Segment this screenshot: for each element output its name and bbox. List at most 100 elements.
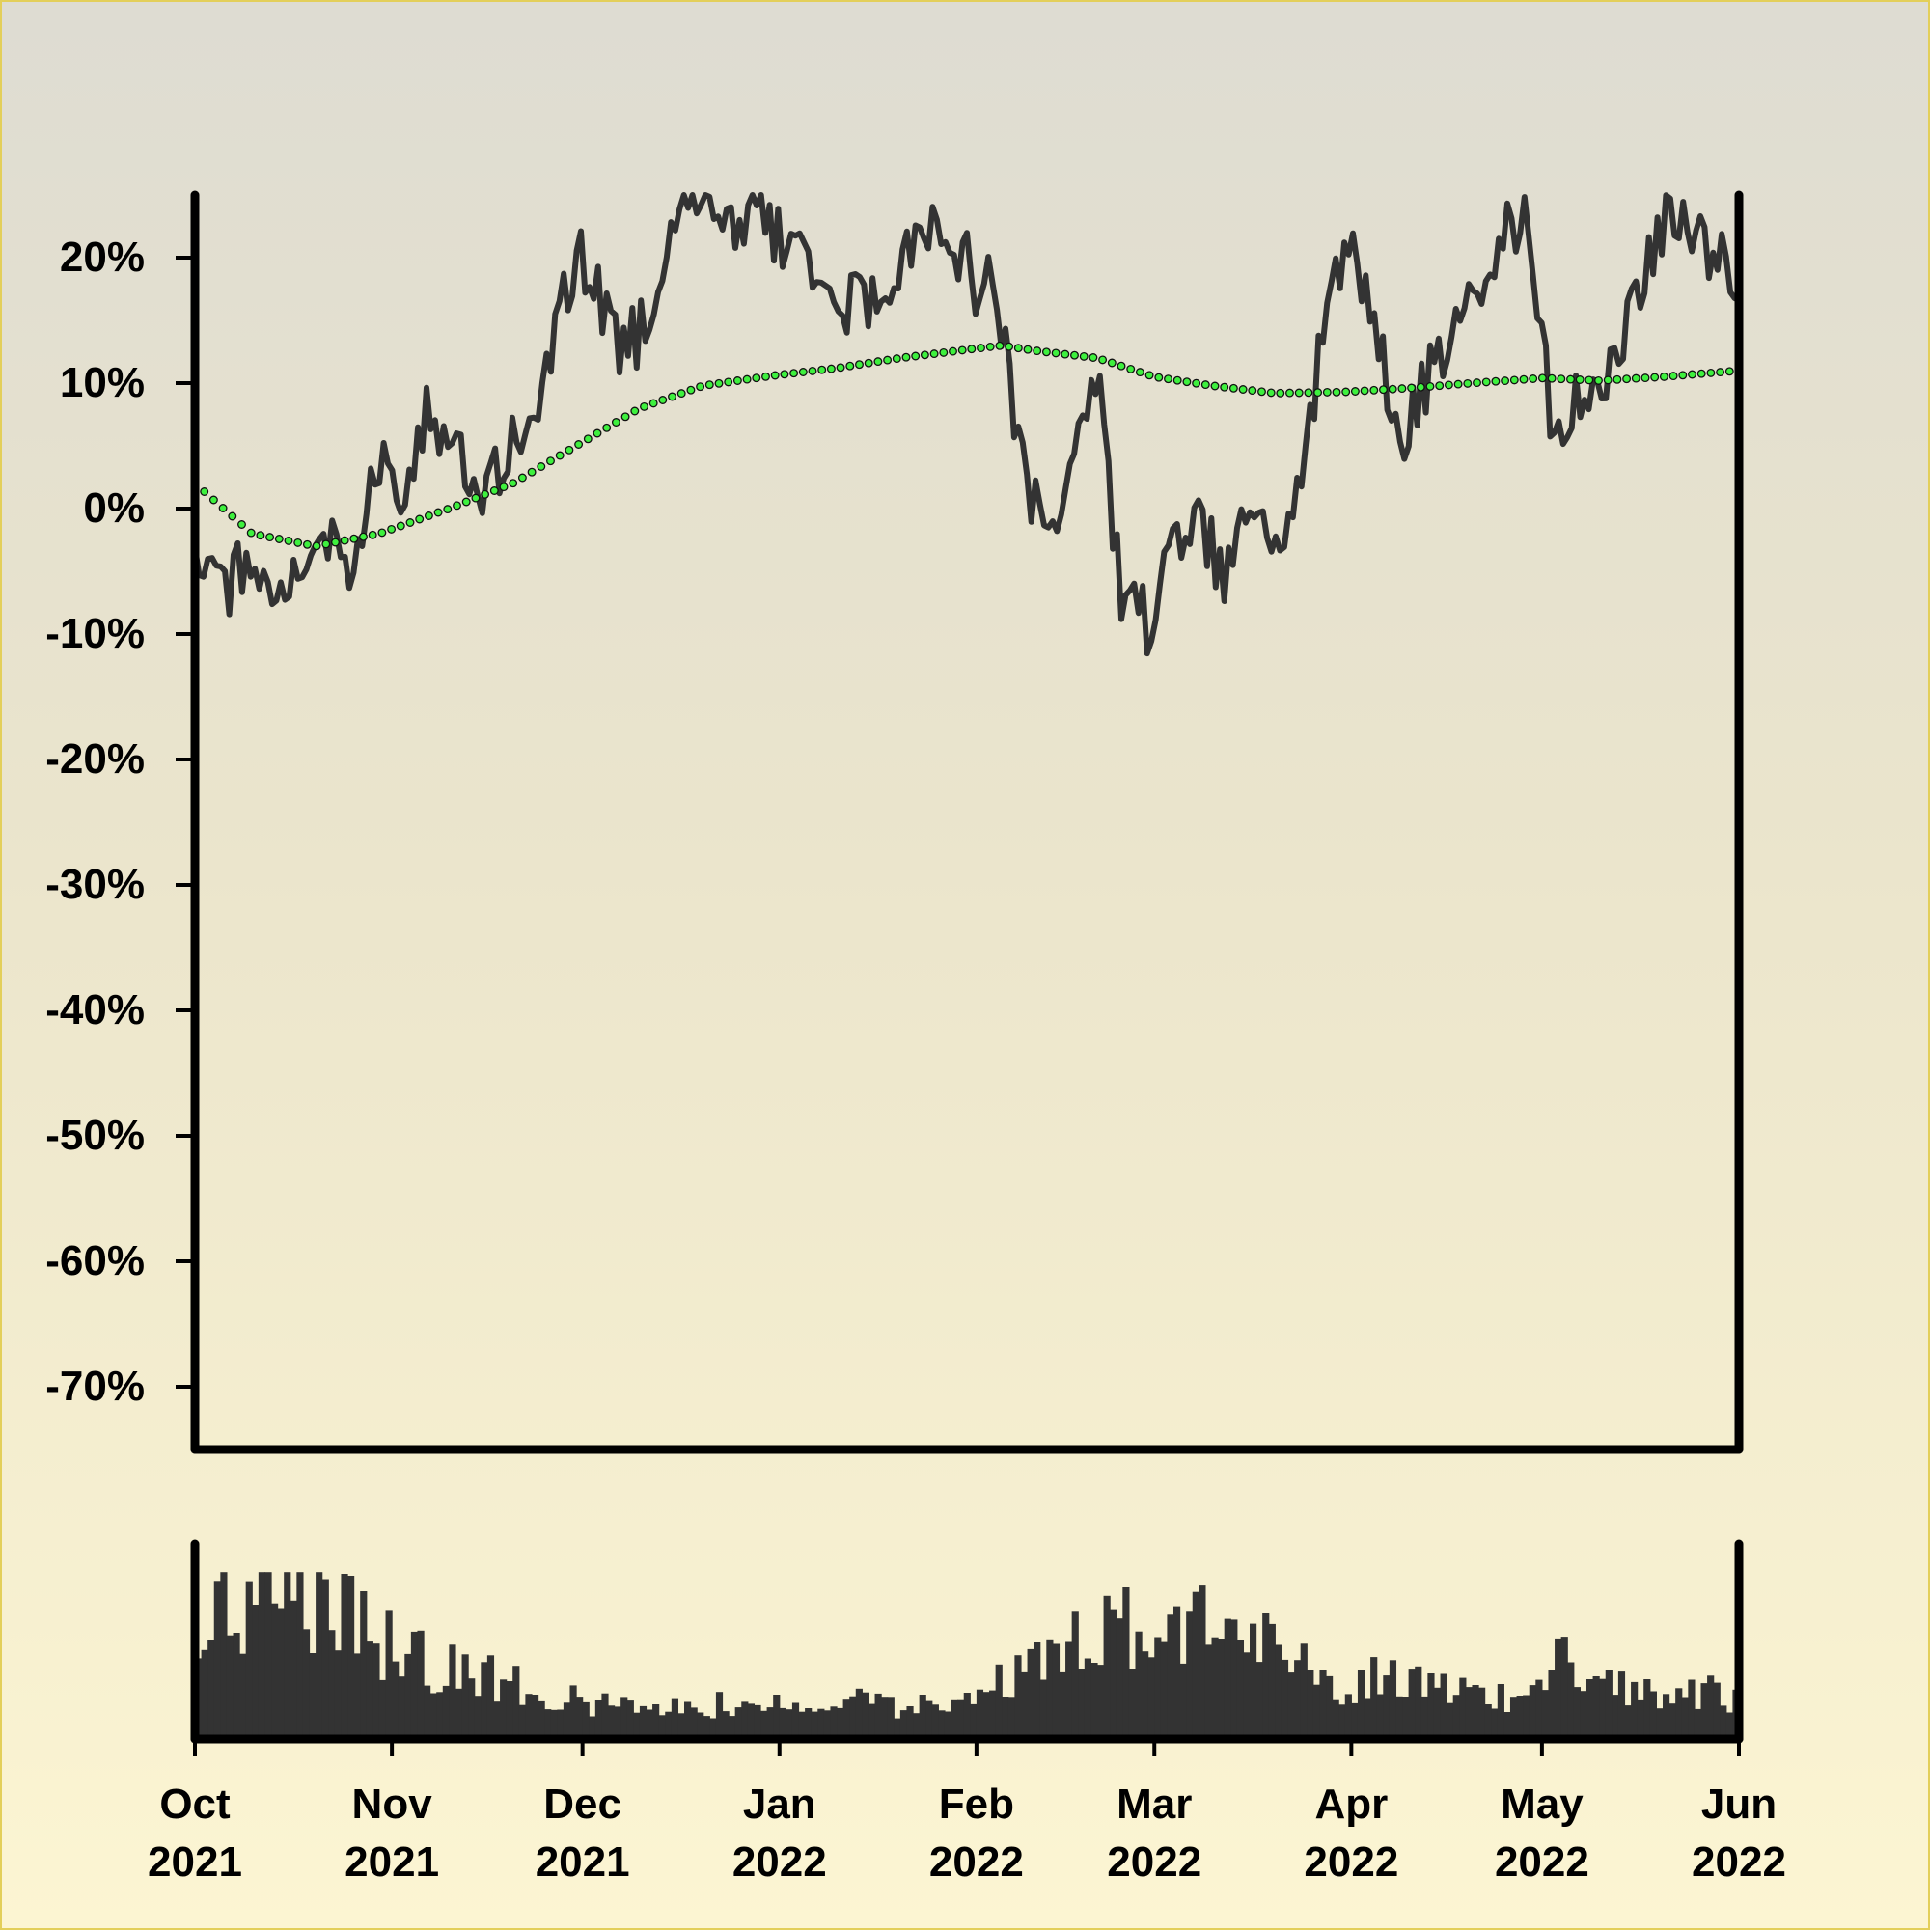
volume-bar <box>1681 1697 1689 1739</box>
volume-bar <box>1370 1657 1378 1739</box>
moving-average-point <box>1537 373 1547 383</box>
moving-average-point <box>368 530 377 539</box>
volume-bar <box>842 1699 850 1739</box>
volume-bar <box>1662 1694 1670 1739</box>
moving-average-point <box>696 382 705 392</box>
moving-average-point <box>1332 387 1341 397</box>
volume-bar <box>474 1696 482 1739</box>
volume-bar <box>1142 1651 1149 1739</box>
volume-bar <box>1555 1638 1562 1739</box>
volume-bar <box>1675 1688 1683 1739</box>
volume-bar <box>919 1695 926 1739</box>
moving-average-point <box>302 539 312 549</box>
y-tick-label: 10% <box>60 359 145 406</box>
volume-bar <box>862 1692 869 1739</box>
volume-bar <box>899 1710 908 1739</box>
volume-bar <box>512 1666 520 1739</box>
x-tick-label-month: Mar <box>1117 1780 1192 1828</box>
volume-bar <box>620 1697 628 1739</box>
volume-bar <box>1103 1595 1111 1739</box>
moving-average-point <box>1706 368 1716 377</box>
volume-bar <box>1262 1613 1270 1739</box>
volume-bar <box>1707 1675 1715 1739</box>
moving-average-point <box>985 342 995 351</box>
moving-average-point <box>1126 364 1136 373</box>
moving-average-point <box>1172 375 1182 385</box>
volume-bar <box>1167 1614 1174 1739</box>
volume-bar <box>1548 1670 1556 1739</box>
moving-average-point <box>1416 382 1425 392</box>
volume-bar <box>1720 1705 1727 1739</box>
moving-average-point <box>780 370 789 379</box>
volume-bar <box>817 1708 825 1739</box>
volume-bar <box>1383 1675 1391 1739</box>
volume-bar <box>773 1695 781 1739</box>
moving-average-point <box>1210 381 1220 391</box>
volume-bar <box>1427 1673 1435 1739</box>
volume-bar <box>1294 1660 1302 1739</box>
x-tick-label-year: 2022 <box>1107 1838 1201 1886</box>
moving-average-point <box>1463 378 1473 388</box>
volume-bar <box>1395 1696 1403 1739</box>
volume-bar <box>1605 1670 1613 1739</box>
moving-average-point <box>415 514 425 524</box>
volume-bar <box>601 1693 609 1739</box>
volume-bar <box>347 1576 355 1739</box>
moving-average-point <box>546 456 555 466</box>
volume-bar <box>284 1572 291 1739</box>
volume-bar <box>658 1715 666 1739</box>
moving-average-point <box>1716 368 1725 377</box>
moving-average-point <box>527 467 537 477</box>
volume-bar <box>417 1630 425 1739</box>
volume-bar <box>1580 1691 1587 1739</box>
volume-bar <box>1230 1619 1238 1739</box>
moving-average-point <box>1594 375 1603 385</box>
moving-average-point <box>1164 374 1172 384</box>
volume-bar <box>1523 1695 1530 1739</box>
volume-bar <box>1071 1611 1079 1739</box>
x-tick-label-month: May <box>1501 1780 1584 1828</box>
volume-bar <box>1236 1640 1245 1739</box>
volume-bar <box>1084 1658 1091 1739</box>
volume-bar <box>207 1640 215 1739</box>
volume-bar <box>493 1701 501 1739</box>
x-tick-label-year: 2022 <box>929 1838 1024 1886</box>
volume-bar <box>372 1643 380 1739</box>
moving-average-point <box>967 345 977 354</box>
moving-average-point <box>1603 375 1613 385</box>
volume-bar <box>1516 1696 1524 1739</box>
moving-average-point <box>929 349 939 359</box>
moving-average-point <box>1360 386 1369 396</box>
volume-bar <box>1186 1611 1194 1739</box>
volume-bar <box>563 1702 571 1739</box>
moving-average-point <box>1051 348 1061 358</box>
x-tick-label-year: 2022 <box>1304 1838 1398 1886</box>
moving-average-point <box>312 541 321 551</box>
volume-panel: Oct 2021 Nov 2021 Dec 2021 Jan 2022 Feb 2022 Mar 20… <box>148 1539 1786 1886</box>
moving-average-point <box>461 497 471 507</box>
x-tick-label-month: Jun <box>1701 1780 1777 1828</box>
volume-bar <box>334 1650 343 1739</box>
moving-average-point <box>1473 378 1481 388</box>
y-tick-label: 0% <box>83 484 145 532</box>
moving-average-point <box>855 360 864 370</box>
volume-bar <box>652 1704 660 1739</box>
volume-bar <box>1415 1666 1422 1739</box>
volume-bar <box>213 1581 221 1739</box>
price-line <box>192 192 1741 657</box>
moving-average-point <box>1407 383 1417 393</box>
volume-bar <box>481 1662 488 1739</box>
moving-average-point <box>200 487 209 496</box>
moving-average-point <box>593 428 602 438</box>
volume-bar <box>1224 1618 1231 1739</box>
moving-average-point <box>1117 361 1126 371</box>
volume-bar <box>1612 1695 1619 1739</box>
moving-average-point <box>405 518 415 527</box>
volume-bar <box>506 1681 513 1739</box>
volume-bar <box>995 1664 1003 1739</box>
volume-bar <box>1567 1662 1575 1739</box>
volume-bar <box>544 1709 552 1739</box>
volume-bar <box>486 1655 495 1739</box>
volume-bar <box>1535 1679 1543 1739</box>
moving-average-point <box>1313 388 1323 398</box>
